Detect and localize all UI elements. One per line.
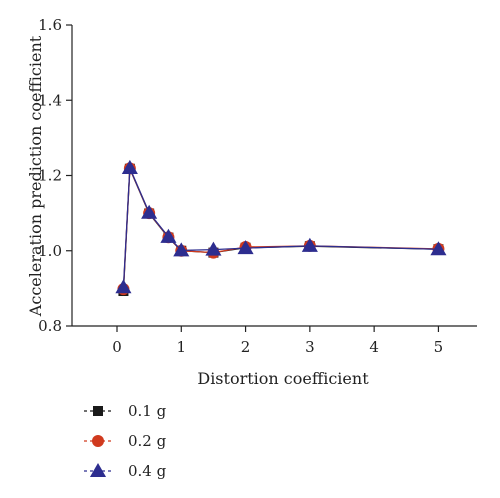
x-tick-label: 3 [305, 338, 315, 356]
x-tick-label: 0 [112, 338, 122, 356]
series-3 [115, 159, 447, 294]
legend-marker [89, 462, 107, 478]
series-line [122, 168, 439, 292]
legend-label: 0.2 g [128, 432, 167, 450]
x-tick-label: 5 [434, 338, 444, 356]
y-tick-label: 1.6 [38, 16, 62, 34]
series-line [122, 167, 439, 288]
data-point [141, 204, 158, 219]
legend-label: 0.4 g [128, 462, 167, 480]
series-1 [118, 163, 444, 297]
data-point [301, 237, 318, 252]
legend-marker [92, 435, 104, 447]
series-2 [117, 162, 445, 296]
data-point [173, 242, 190, 257]
series-line [122, 168, 439, 290]
x-tick-label: 2 [241, 338, 251, 356]
data-point [430, 241, 447, 256]
x-ticks: 0 1 2 3 4 5 [112, 326, 443, 356]
y-tick-label: 1.4 [38, 91, 62, 109]
legend-item: 0.2 g [84, 432, 167, 450]
y-tick-label: 1.0 [38, 242, 62, 260]
data-point [160, 228, 177, 243]
data-point [121, 159, 138, 175]
y-tick-label: 1.2 [38, 167, 62, 185]
y-tick-label: 0.8 [38, 317, 62, 335]
x-tick-label: 4 [369, 338, 379, 356]
x-tick-label: 1 [177, 338, 187, 356]
x-axis-title: Distortion coefficient [197, 369, 369, 388]
legend: 0.1 g 0.2 g 0.4 g [84, 402, 167, 480]
data-point [237, 240, 254, 255]
data-point [205, 241, 222, 256]
legend-item: 0.4 g [84, 462, 167, 480]
y-ticks: 0.8 1.0 1.2 1.4 1.6 [38, 16, 72, 335]
y-axis-title: Acceleration prediction coefficient [26, 35, 45, 317]
legend-label: 0.1 g [128, 402, 167, 420]
legend-marker [93, 406, 103, 416]
series-layer [115, 159, 447, 297]
data-point [115, 279, 132, 294]
legend-item: 0.1 g [84, 402, 167, 420]
